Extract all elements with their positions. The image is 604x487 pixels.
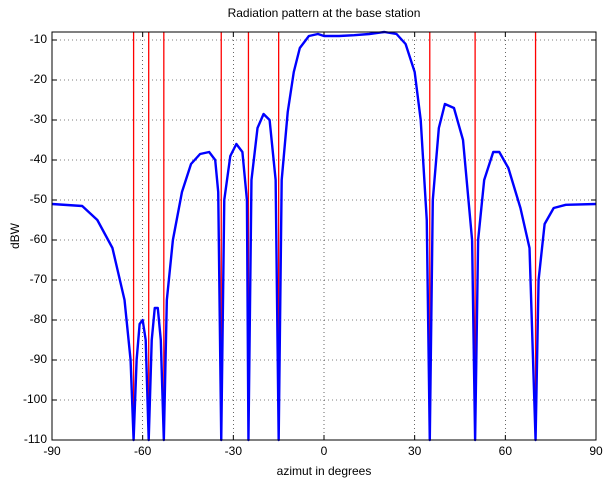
x-axis-label: azimut in degrees — [277, 464, 372, 478]
y-tick-label: -10 — [30, 32, 48, 46]
x-tick-label: 0 — [321, 444, 328, 458]
y-tick-label: -60 — [30, 232, 48, 246]
y-tick-label: -100 — [23, 392, 47, 406]
x-tick-label: 90 — [589, 444, 603, 458]
y-tick-label: -80 — [30, 312, 48, 326]
y-tick-label: -50 — [30, 192, 48, 206]
axes-box — [51, 31, 597, 441]
y-tick-label: -70 — [30, 272, 48, 286]
y-tick-label: -30 — [30, 112, 48, 126]
y-tick-label: -110 — [24, 432, 47, 446]
x-tick-label: -30 — [225, 444, 243, 458]
x-tick-label: -90 — [43, 444, 61, 458]
y-tick-label: -90 — [30, 352, 48, 366]
y-tick-label: -20 — [30, 72, 48, 86]
chart-title: Radiation pattern at the base station — [228, 6, 421, 20]
x-tick-label: 60 — [499, 444, 513, 458]
y-tick-label: -40 — [30, 152, 48, 166]
y-axis-label: dBW — [8, 222, 22, 249]
x-tick-label: -60 — [134, 444, 152, 458]
x-tick-label: 30 — [408, 444, 422, 458]
